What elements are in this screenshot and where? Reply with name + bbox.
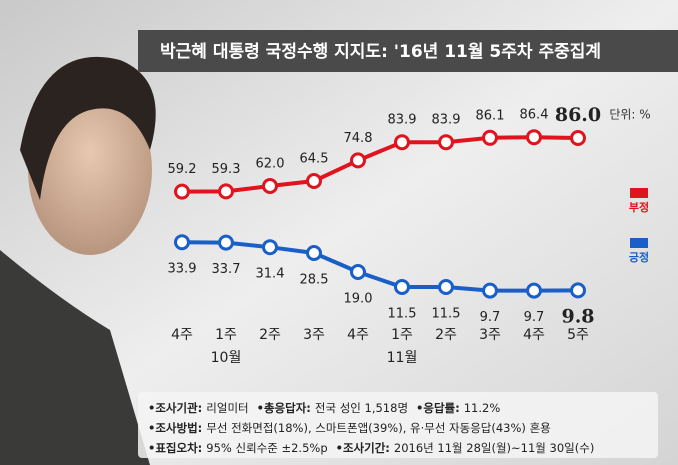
value-label: 11.5	[388, 307, 417, 322]
note-text: 무선 전화면접(18%), 스마트폰앱(39%), 유·무선 자동응답(43%)…	[206, 421, 550, 435]
note-label: •표집오차:	[148, 441, 202, 455]
marker	[438, 134, 454, 151]
marker	[306, 173, 322, 189]
marker	[526, 282, 542, 299]
legend-label: 긍정	[629, 250, 649, 264]
marker	[526, 129, 542, 146]
note-label: •응답률:	[416, 401, 460, 415]
note-text: 2016년 11월 28일(월)~11월 30일(수)	[394, 441, 594, 455]
value-label: 64.5	[300, 152, 329, 167]
note-line: •조사기관: 리얼미터 •총응답자: 전국 성인 1,518명 •응답률: 11.2%	[148, 401, 500, 415]
value-label: 86.0	[555, 104, 601, 126]
note-label: •총응답자:	[257, 401, 311, 415]
value-label: 31.4	[256, 267, 285, 282]
value-label: 9.7	[480, 310, 501, 325]
x-tick-label: 3주	[303, 327, 325, 343]
note-label: •조사기간:	[336, 441, 390, 455]
value-label: 9.8	[561, 305, 594, 327]
marker	[174, 183, 190, 200]
value-label: 62.0	[256, 157, 285, 172]
legend-swatch	[630, 188, 648, 198]
unit-label: 단위: %	[609, 108, 650, 122]
series-line	[181, 135, 579, 194]
note-label: •조사기관:	[148, 401, 202, 415]
marker	[350, 264, 366, 280]
legend-swatch	[630, 238, 648, 248]
value-label: 28.5	[300, 273, 329, 288]
value-label: 11.5	[432, 307, 461, 322]
value-label: 59.2	[168, 162, 197, 177]
value-label: 59.3	[212, 162, 241, 177]
month-label: 11월	[387, 350, 418, 366]
value-label: 86.4	[520, 108, 549, 123]
x-tick-label: 5주	[567, 327, 589, 343]
x-tick-label: 3주	[479, 327, 501, 343]
x-tick-label: 2주	[435, 327, 457, 343]
portrait	[0, 56, 156, 465]
x-tick-label: 4주	[523, 327, 545, 343]
value-label: 9.7	[524, 310, 545, 325]
marker	[482, 282, 498, 299]
marker	[174, 234, 190, 251]
month-label: 10월	[211, 350, 242, 366]
x-tick-label: 2주	[259, 327, 281, 343]
value-label: 83.9	[432, 113, 461, 128]
note-label: •조사방법:	[148, 421, 202, 435]
value-label: 74.8	[344, 131, 373, 146]
note-line: •표집오차: 95% 신뢰수준 ±2.5%p •조사기간: 2016년 11월 28일…	[148, 441, 594, 455]
value-label: 33.9	[168, 262, 197, 277]
note-text: 95% 신뢰수준 ±2.5%p	[206, 441, 327, 455]
value-label: 19.0	[344, 292, 373, 307]
title-bar	[138, 30, 678, 72]
note-line: •조사방법: 무선 전화면접(18%), 스마트폰앱(39%), 유·무선 자동응…	[148, 421, 551, 435]
marker	[570, 130, 586, 146]
notes-box	[138, 392, 658, 458]
marker	[218, 183, 234, 200]
x-tick-label: 1주	[215, 327, 237, 343]
marker	[350, 152, 366, 169]
marker	[262, 178, 278, 194]
series-line	[181, 240, 579, 293]
x-tick-label: 1주	[391, 327, 413, 343]
note-text: 리얼미터	[206, 401, 248, 415]
value-label: 83.9	[388, 113, 417, 128]
legend-label: 부정	[629, 200, 649, 214]
marker	[482, 129, 498, 146]
note-text: 11.2%	[464, 401, 501, 415]
marker	[306, 245, 322, 261]
value-label: 33.7	[212, 262, 241, 277]
marker	[394, 134, 410, 151]
marker	[570, 282, 586, 299]
marker	[394, 279, 410, 295]
marker	[438, 279, 454, 295]
marker	[262, 239, 278, 256]
marker	[218, 234, 234, 251]
x-tick-label: 4주	[347, 327, 369, 343]
chart-title: 박근혜 대통령 국정수행 지지도: '16년 11월 5주차 주중집계	[160, 41, 601, 62]
note-text: 전국 성인 1,518명	[315, 401, 408, 415]
value-label: 86.1	[476, 108, 505, 123]
x-tick-label: 4주	[171, 327, 193, 343]
